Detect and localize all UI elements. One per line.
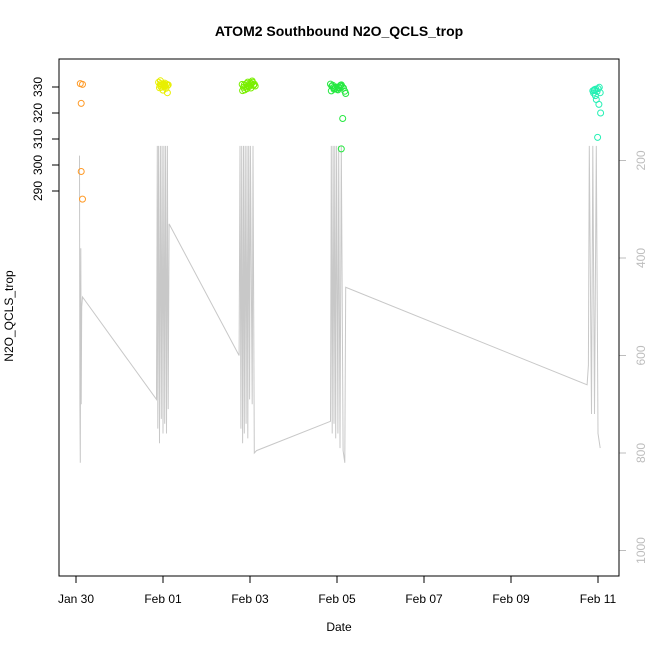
data-point-series-4	[594, 133, 602, 141]
data-point-series-1	[161, 79, 169, 87]
axes: Jan 30 Feb 01 Feb 03 Feb 05 Feb 07 Feb 09 Feb …	[31, 77, 648, 606]
data-point-series-2	[249, 78, 257, 86]
x-axis-label: Date	[326, 620, 352, 634]
data-point-series-1	[164, 81, 172, 89]
right-tick-label: 800	[634, 443, 648, 463]
data-point-series-3	[334, 83, 342, 91]
right-tick-label: 200	[634, 150, 648, 170]
y-tick-label: 330	[31, 77, 45, 97]
data-point-series-3	[337, 145, 345, 153]
y-axis-label: N2O_QCLS_trop	[2, 270, 16, 362]
data-point-series-2	[243, 85, 251, 93]
data-points-layer	[76, 77, 605, 203]
plot-frame	[58, 58, 620, 577]
x-tick-label: Feb 09	[492, 592, 530, 606]
data-point-series-3	[330, 85, 338, 93]
data-point-series-0	[79, 195, 86, 203]
x-tick-label: Feb 11	[580, 592, 617, 606]
right-tick-label: 600	[634, 345, 648, 365]
altitude-line	[79, 145, 601, 463]
data-point-series-4	[593, 87, 601, 95]
y-tick-label: 300	[31, 155, 45, 175]
data-point-series-1	[156, 84, 163, 92]
x-tick-label: Feb 05	[318, 592, 356, 606]
data-point-series-3	[339, 115, 347, 122]
data-point-series-4	[597, 109, 605, 117]
altitude-line-layer	[79, 145, 601, 463]
right-tick-label: 400	[634, 248, 648, 268]
data-point-series-0	[77, 99, 85, 107]
data-point-series-0	[79, 80, 86, 88]
data-point-series-3	[342, 90, 350, 97]
data-point-series-1	[163, 89, 171, 97]
data-point-series-2	[246, 81, 254, 89]
data-point-series-1	[160, 83, 168, 90]
x-tick-label: Feb 07	[405, 592, 443, 606]
chart-title: ATOM2 Southbound N2O_QCLS_trop	[215, 23, 463, 39]
x-tick-label: Feb 03	[231, 592, 269, 606]
data-point-series-0	[77, 168, 85, 175]
data-point-series-4	[590, 86, 598, 94]
y-tick-label: 290	[31, 181, 45, 201]
y-tick-label: 320	[31, 103, 45, 123]
y-tick-label: 310	[31, 129, 45, 149]
x-tick-label: Jan 30	[58, 592, 94, 606]
data-point-series-2	[239, 87, 247, 95]
right-tick-label: 1000	[634, 537, 648, 564]
data-point-series-3	[336, 82, 344, 90]
data-point-series-4	[591, 92, 599, 100]
data-point-series-4	[595, 100, 603, 108]
x-tick-label: Feb 01	[144, 592, 182, 606]
